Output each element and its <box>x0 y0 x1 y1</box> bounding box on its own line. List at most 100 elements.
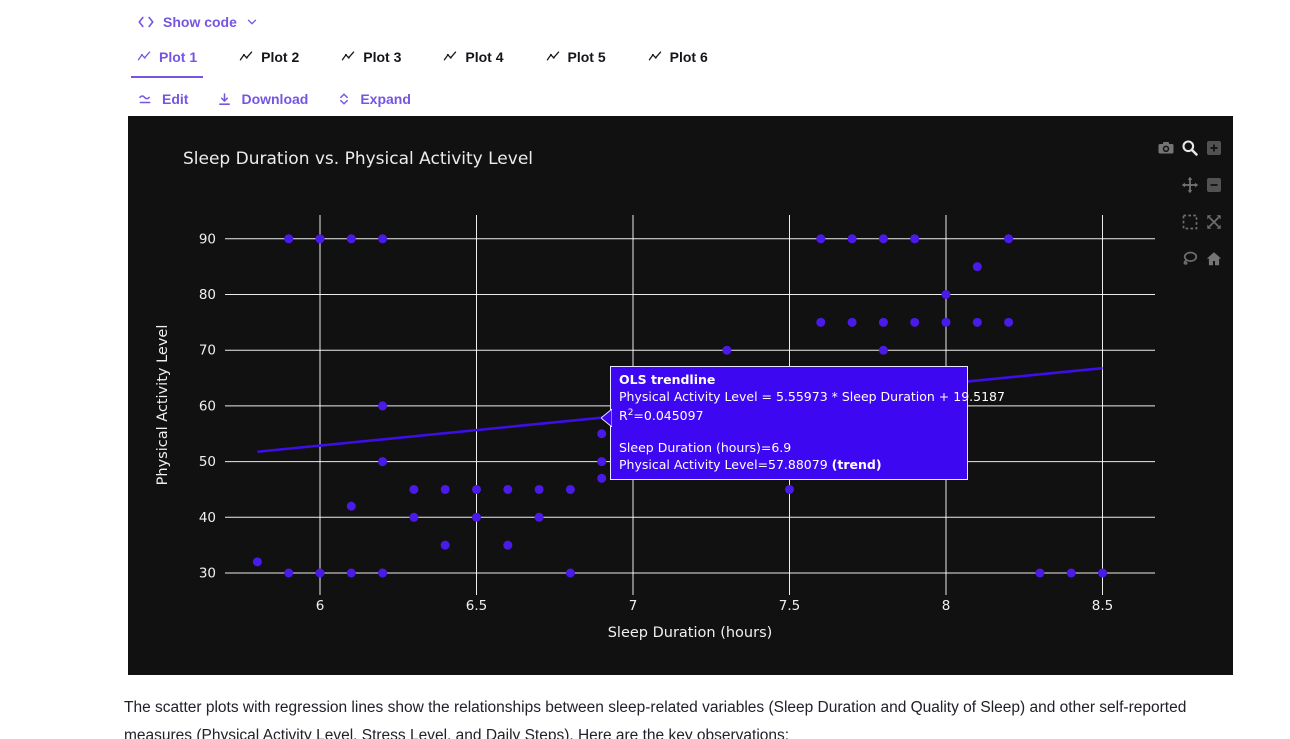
tab-plot-2[interactable]: Plot 2 <box>233 49 305 78</box>
scatter-point[interactable] <box>847 317 857 327</box>
scatter-point[interactable] <box>878 317 888 327</box>
zoom-icon[interactable] <box>1180 138 1200 158</box>
tab-label: Plot 6 <box>669 49 708 65</box>
scatter-point[interactable] <box>284 568 294 578</box>
scatter-point[interactable] <box>910 234 920 244</box>
tooltip-x-value: Sleep Duration (hours)=6.9 <box>619 440 792 456</box>
scatter-point[interactable] <box>597 457 607 467</box>
tab-plot-4[interactable]: Plot 4 <box>437 49 509 78</box>
scatter-point[interactable] <box>941 290 951 299</box>
scatter-point[interactable] <box>378 234 388 244</box>
scatter-point[interactable] <box>565 568 575 578</box>
box-select-icon[interactable] <box>1180 212 1200 232</box>
home-icon[interactable] <box>1204 249 1224 269</box>
tab-plot-1[interactable]: Plot 1 <box>131 49 204 78</box>
scatter-point[interactable] <box>440 540 450 550</box>
scatter-point[interactable] <box>1004 234 1014 244</box>
scatter-point[interactable] <box>346 568 356 578</box>
scatter-point[interactable] <box>503 540 513 550</box>
expand-icon <box>340 93 349 105</box>
scatter-point[interactable] <box>972 317 982 327</box>
scatter-point[interactable] <box>315 568 325 578</box>
chart-title: Sleep Duration vs. Physical Activity Lev… <box>183 149 534 169</box>
scatter-point[interactable] <box>941 317 951 327</box>
scatter-point[interactable] <box>597 429 607 439</box>
tab-plot-3[interactable]: Plot 3 <box>335 49 407 78</box>
pan-icon[interactable] <box>1180 175 1200 195</box>
sparkline-icon <box>648 51 661 61</box>
scatter-point[interactable] <box>565 484 575 494</box>
scatter-point[interactable] <box>1035 568 1045 578</box>
tab-plot-6[interactable]: Plot 6 <box>642 49 714 78</box>
autoscale-icon[interactable] <box>1204 212 1224 232</box>
scatter-point[interactable] <box>472 512 481 522</box>
scatter-point[interactable] <box>847 234 857 244</box>
y-tick-label: 90 <box>199 231 216 247</box>
download-button[interactable]: Download <box>216 91 308 108</box>
show-code-label: Show code <box>163 14 237 30</box>
scatter-point[interactable] <box>785 484 794 494</box>
x-tick-label: 6.5 <box>466 598 487 614</box>
x-tick-label: 7 <box>629 598 638 614</box>
scatter-point[interactable] <box>534 484 544 494</box>
scatter-point[interactable] <box>597 473 607 483</box>
plot-actions: Edit Download Expand <box>137 87 1290 111</box>
scatter-point[interactable] <box>534 512 544 522</box>
scatter-point[interactable] <box>1098 568 1107 578</box>
tab-plot-5[interactable]: Plot 5 <box>540 49 612 78</box>
y-tick-label: 70 <box>199 343 216 359</box>
scatter-point[interactable] <box>878 345 888 355</box>
chevron-down-icon <box>247 19 257 25</box>
scatter-point[interactable] <box>252 557 262 567</box>
sparkline-icon <box>342 51 355 61</box>
y-tick-label: 30 <box>199 566 216 582</box>
y-tick-label: 40 <box>199 510 216 526</box>
tab-label: Plot 5 <box>567 49 606 65</box>
plot-modebar <box>1156 138 1224 269</box>
edit-button[interactable]: Edit <box>137 91 188 108</box>
scatter-point[interactable] <box>1004 317 1014 327</box>
y-tick-label: 50 <box>199 454 216 470</box>
sparkline-icon <box>546 51 559 61</box>
zoom-in-icon[interactable] <box>1204 138 1224 158</box>
x-tick-label: 8 <box>942 598 951 614</box>
y-axis-title: Physical Activity Level <box>155 325 171 486</box>
scatter-point[interactable] <box>816 317 826 327</box>
scatter-point[interactable] <box>503 484 513 494</box>
scatter-point[interactable] <box>1066 568 1076 578</box>
scatter-point[interactable] <box>378 568 388 578</box>
scatter-point[interactable] <box>440 484 450 494</box>
x-tick-label: 6 <box>316 598 325 614</box>
lasso-icon[interactable] <box>1180 249 1200 269</box>
expand-button[interactable]: Expand <box>336 91 411 107</box>
scatter-point[interactable] <box>910 317 920 327</box>
show-code-toggle[interactable]: Show code <box>137 12 1290 32</box>
tab-label: Plot 3 <box>363 49 402 65</box>
tooltip-title: OLS trendline <box>619 372 716 387</box>
scatter-point[interactable] <box>878 234 888 244</box>
scatter-point[interactable] <box>378 457 388 467</box>
scatter-point[interactable] <box>378 401 388 411</box>
camera-icon[interactable] <box>1156 138 1176 158</box>
scatter-point[interactable] <box>722 345 732 355</box>
tooltip-r-squared: R2=0.045097 <box>619 408 704 424</box>
scatter-point[interactable] <box>816 234 826 244</box>
y-tick-label: 60 <box>199 398 216 414</box>
scatter-point[interactable] <box>409 512 419 522</box>
scatter-point[interactable] <box>472 484 481 494</box>
scatter-plot-canvas[interactable]: 6 6.5 7 7.5 8 8.5 30 40 50 60 70 80 90 Sleep Duration… <box>128 116 1233 675</box>
edit-label: Edit <box>162 91 189 107</box>
scatter-point[interactable] <box>284 234 294 244</box>
tooltip-equation: Physical Activity Level = 5.55973 * Slee… <box>619 389 1005 404</box>
scatter-point[interactable] <box>409 484 419 494</box>
x-axis-title: Sleep Duration (hours) <box>608 625 773 641</box>
download-icon <box>219 92 231 105</box>
expand-label: Expand <box>360 91 411 107</box>
hover-tooltip: OLS trendline Physical Activity Level = … <box>601 366 1005 481</box>
scatter-point[interactable] <box>972 262 982 272</box>
zoom-out-icon[interactable] <box>1204 175 1224 195</box>
scatter-point[interactable] <box>315 234 325 244</box>
scatter-point[interactable] <box>346 501 356 511</box>
sparkline-icon <box>239 51 253 61</box>
scatter-point[interactable] <box>346 234 356 244</box>
